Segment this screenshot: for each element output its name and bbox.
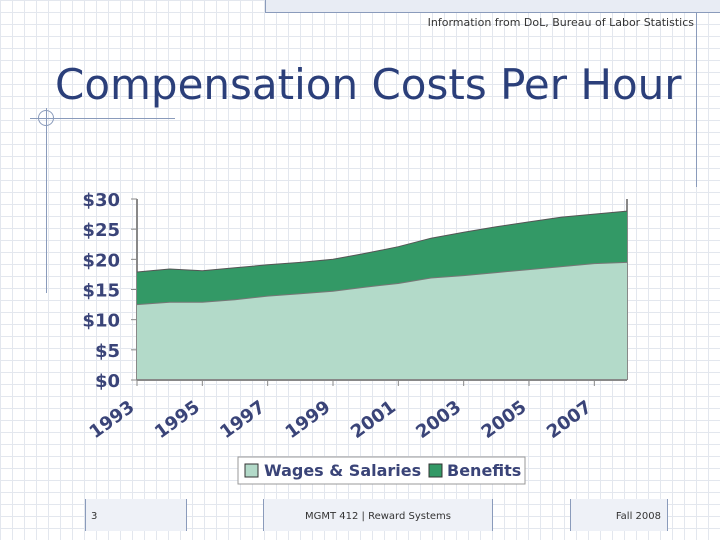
x-tick-label: 1995 (151, 397, 204, 443)
legend-label-wages: Wages & Salaries (264, 461, 421, 480)
x-tick-label: 2005 (478, 397, 531, 443)
x-tick-label: 1997 (216, 397, 269, 443)
legend: Wages & Salaries Benefits (237, 456, 526, 485)
wages-top-line (136, 261, 628, 306)
wages-area (137, 262, 627, 380)
term-label: Fall 2008 (615, 511, 661, 522)
source-note: Information from DoL, Bureau of Labor St… (427, 16, 694, 29)
slide-title: Compensation Costs Per Hour (55, 60, 682, 109)
decor-line-title (30, 118, 175, 119)
y-tick-label: $10 (82, 311, 120, 332)
decor-line-right (696, 12, 697, 187)
decor-line-left (46, 108, 47, 293)
footer-page: 3 (85, 499, 187, 531)
benefits-top-line (136, 210, 628, 273)
y-tick-label: $5 (95, 341, 120, 362)
footer-term: Fall 2008 (570, 499, 668, 531)
x-tick-label: 2003 (412, 397, 465, 443)
page-number: 3 (91, 511, 98, 522)
footer-course: MGMT 412 | Reward Systems (263, 499, 493, 531)
x-tick-label: 2001 (347, 397, 400, 443)
x-tick-label: 1993 (86, 397, 139, 443)
y-tick-label: $25 (82, 220, 120, 241)
y-tick-label: $20 (82, 250, 120, 271)
benefits-area (137, 211, 627, 305)
y-tick-label: $0 (95, 371, 120, 392)
y-tick-label: $30 (82, 190, 120, 211)
y-tick-label: $15 (82, 281, 120, 302)
legend-label-benefits: Benefits (447, 461, 521, 480)
header-bar (265, 0, 720, 13)
decor-circle (38, 110, 54, 126)
legend-frame (237, 456, 526, 485)
legend-swatch-benefits (428, 463, 443, 478)
x-tick-label: 1999 (282, 397, 335, 443)
legend-swatch-wages (244, 463, 259, 478)
course-label: MGMT 412 | Reward Systems (304, 511, 452, 522)
x-tick-label: 2007 (543, 397, 596, 443)
